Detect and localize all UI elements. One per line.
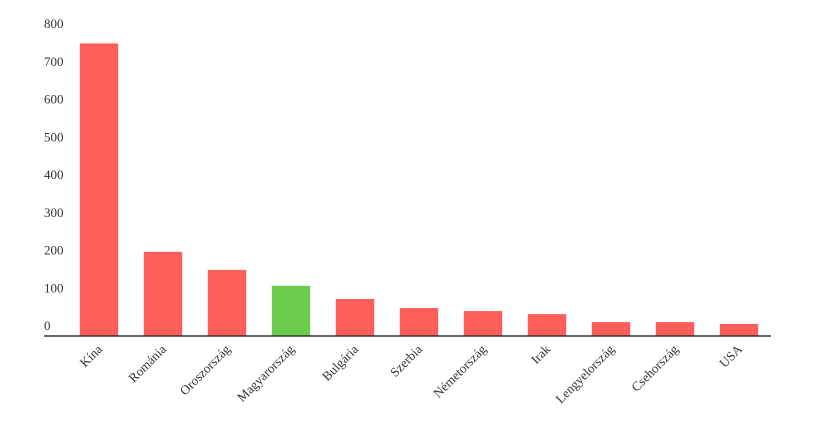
y-tick-label: 800 — [44, 16, 64, 31]
bar — [527, 314, 567, 336]
y-tick-label: 0 — [44, 318, 51, 333]
x-tick-label: Lengyelország — [552, 341, 617, 406]
bar — [399, 308, 439, 336]
bar — [207, 269, 247, 336]
x-tick-label: Szerbia — [387, 341, 425, 379]
y-tick-label: 200 — [44, 243, 64, 258]
x-tick-label: Kína — [77, 341, 106, 370]
x-tick-label: Németország — [430, 341, 489, 400]
bar — [79, 43, 119, 336]
x-tick-label: Magyarország — [234, 341, 298, 405]
bar — [143, 251, 183, 336]
x-tick-label: Románia — [125, 341, 169, 385]
bar — [655, 322, 695, 336]
bar — [335, 299, 375, 336]
bar — [463, 311, 503, 336]
y-tick-label: 400 — [44, 167, 64, 182]
bar — [591, 322, 631, 336]
x-tick-label: USA — [716, 341, 745, 370]
x-tick-label: Irak — [528, 341, 554, 367]
bar — [271, 285, 311, 336]
y-tick-label: 500 — [44, 129, 64, 144]
x-tick-label: Oroszország — [177, 341, 234, 398]
bar — [719, 323, 759, 336]
y-tick-label: 300 — [44, 205, 64, 220]
y-tick-label: 600 — [44, 92, 64, 107]
y-tick-label: 100 — [44, 280, 64, 295]
x-tick-label: Bulgária — [319, 341, 361, 383]
x-tick-label: Csehország — [628, 341, 681, 394]
y-tick-label: 700 — [44, 54, 64, 69]
